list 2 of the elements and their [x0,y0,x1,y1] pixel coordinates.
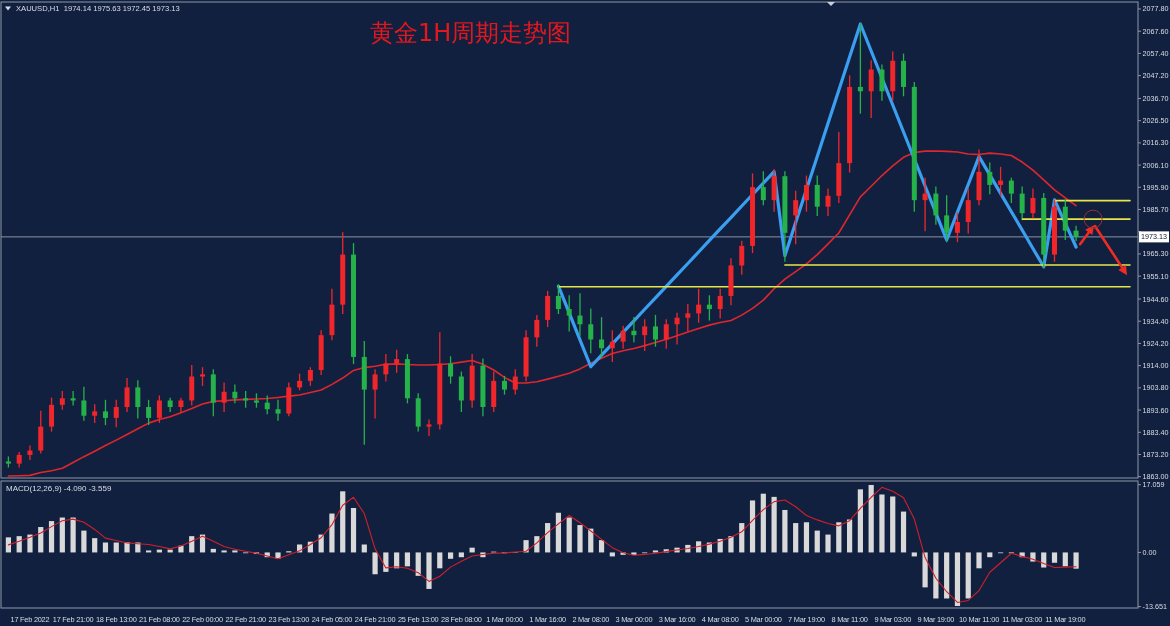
chart-title: MACD(12,26,9) -4.090 -3.559 [6,484,112,493]
text: 黄金1H周期走势图 [370,19,572,47]
